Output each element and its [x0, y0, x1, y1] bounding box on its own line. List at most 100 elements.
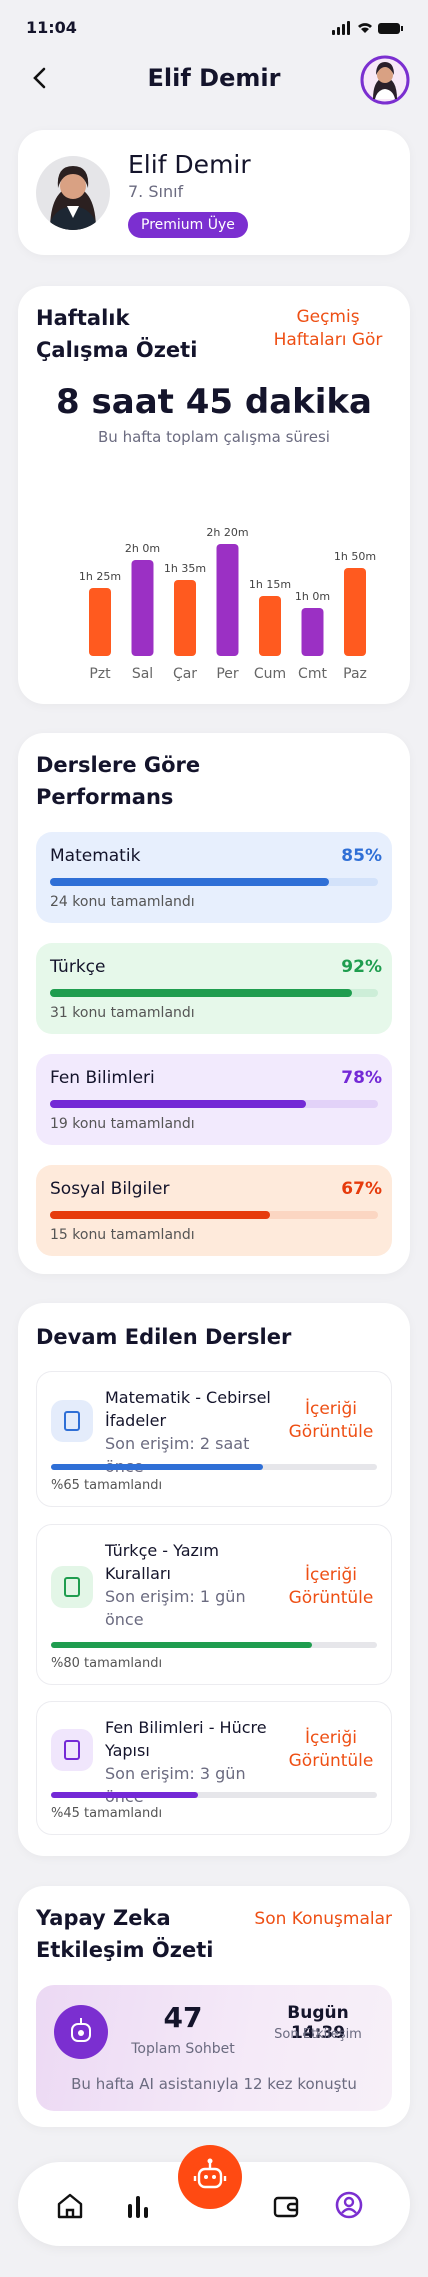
- subject-detail: 31 konu tamamlandı: [50, 1005, 195, 1021]
- lesson-icon: [51, 1566, 93, 1608]
- lesson-box: Matematik - Cebirsel İfadeler Son erişim:…: [36, 1371, 392, 1507]
- subject-name: Sosyal Bilgiler: [50, 1179, 170, 1199]
- profile-grade: 7. Sınıf: [128, 182, 184, 201]
- lesson-box: Fen Bilimleri - Hücre Yapısı Son erişim: …: [36, 1701, 392, 1835]
- lesson-last-access: Son erişim: 3 gün önce: [105, 1764, 246, 1806]
- ai-icon: [54, 2005, 108, 2059]
- bar-label: 1h 25m: [79, 570, 121, 583]
- day-label: Cmt: [298, 666, 327, 682]
- performance-title: Derslere Göre Performans: [36, 753, 201, 809]
- subject-detail: 15 konu tamamlandı: [50, 1227, 195, 1243]
- continuing-title: Devam Edilen Dersler: [36, 1325, 292, 1349]
- lesson-action[interactable]: İçeriği Görüntüle: [288, 1728, 374, 1771]
- progress-bar: [51, 1792, 198, 1798]
- bar: [131, 560, 154, 656]
- weekly-title: Haftalık Çalışma Özeti: [36, 306, 198, 362]
- progress-track: [50, 1100, 378, 1108]
- lesson-icon-bg: [51, 1566, 93, 1608]
- weekly-caption: Bu hafta toplam çalışma süresi: [98, 428, 330, 446]
- nav-stats[interactable]: [124, 2192, 152, 2220]
- bar-label: 2h 20m: [206, 526, 248, 539]
- weekly-chart: 1h 25m Pzt 2h 0m Sal 1h 35m Çar 2h 20m Per 1h 15…: [79, 526, 376, 682]
- bar-label: 1h 0m: [295, 590, 330, 603]
- subject-percent: 92%: [341, 957, 382, 977]
- nav-profile[interactable]: [334, 2190, 364, 2220]
- lesson-icon-bg: [51, 1400, 93, 1442]
- lesson-box: Türkçe - Yazım Kuralları Son erişim: 1 gü…: [36, 1524, 392, 1685]
- subject-name: Türkçe: [50, 957, 106, 977]
- subject-box: Matematik 85% 24 konu tamamlandı: [36, 832, 392, 923]
- header-avatar[interactable]: [360, 55, 410, 105]
- subject-box: Türkçe 92% 31 konu tamamlandı: [36, 943, 392, 1034]
- premium-badge: Premium Üye: [128, 212, 248, 238]
- nav-wallet[interactable]: [272, 2192, 300, 2220]
- lesson-action[interactable]: İçeriği Görüntüle: [288, 1399, 374, 1442]
- bar: [89, 588, 111, 656]
- day-label: Per: [216, 666, 239, 682]
- lesson-icon-glyph: [64, 1411, 80, 1431]
- back-button[interactable]: [30, 66, 50, 90]
- lesson-progress-label: %80 tamamlandı: [51, 1656, 163, 1671]
- nav-ai-button[interactable]: [178, 2145, 242, 2209]
- lesson-progress-label: %45 tamamlandı: [51, 1806, 163, 1821]
- subject-name: Matematik: [50, 846, 141, 866]
- progress-bar: [51, 1642, 312, 1648]
- header-title: Elif Demir: [147, 64, 281, 92]
- bar-label: 1h 35m: [164, 562, 206, 575]
- continuing-card: Devam Edilen Dersler Matematik - Cebirse…: [18, 1303, 410, 1856]
- performance-card: Derslere Göre Performans Matematik 85% 24 …: [18, 733, 410, 1274]
- profile-avatar: [36, 156, 110, 230]
- ai-link[interactable]: Son Konuşmalar: [254, 1909, 392, 1929]
- bar: [301, 608, 324, 656]
- lesson-icon: [51, 1400, 93, 1442]
- progress-bar: [50, 1211, 270, 1219]
- bar: [344, 568, 366, 656]
- ai-last-time: Bugün 14:39: [287, 2003, 349, 2043]
- bar: [174, 580, 196, 656]
- nav-home[interactable]: [56, 2192, 84, 2220]
- profile-name: Elif Demir: [128, 150, 251, 179]
- lesson-last-access: Son erişim: 1 gün önce: [105, 1587, 246, 1629]
- lesson-action[interactable]: İçeriği Görüntüle: [288, 1565, 374, 1608]
- ai-summary-box: 47 Toplam Sohbet Bugün 14:39 Son Etkileş…: [36, 1985, 392, 2111]
- subject-detail: 19 konu tamamlandı: [50, 1116, 195, 1132]
- lesson-icon-bg: [51, 1729, 93, 1771]
- lesson-title: Türkçe - Yazım Kuralları: [105, 1541, 219, 1583]
- weekly-card: Haftalık Çalışma Özeti Geçmiş Haftaları …: [18, 286, 410, 704]
- progress-track: [51, 1642, 377, 1648]
- ai-title: Yapay Zeka Etkileşim Özeti: [36, 1906, 214, 1962]
- progress-track: [50, 878, 378, 886]
- weekly-history-link[interactable]: Geçmiş Haftaları Gör: [273, 307, 383, 350]
- day-label: Paz: [343, 666, 367, 682]
- progress-bar: [50, 1100, 306, 1108]
- bar-label: 1h 50m: [334, 550, 376, 563]
- lesson-icon-glyph: [64, 1740, 80, 1760]
- ai-count-label: Toplam Sohbet: [131, 2041, 235, 2057]
- lesson-progress-label: %65 tamamlandı: [51, 1478, 163, 1493]
- ai-last-label: Son Etkileşim: [274, 2027, 362, 2042]
- ai-card: Yapay Zeka Etkileşim Özeti Son Konuşmala…: [18, 1886, 410, 2127]
- lesson-title: Matematik - Cebirsel İfadeler: [105, 1388, 271, 1430]
- day-label: Cum: [254, 666, 286, 682]
- ai-count: 47: [163, 2001, 203, 2034]
- progress-track: [50, 989, 378, 997]
- progress-bar: [51, 1464, 263, 1470]
- day-label: Çar: [173, 666, 197, 682]
- ai-summary: Bu hafta AI asistanıyla 12 kez konuştu: [71, 2075, 357, 2093]
- subject-box: Sosyal Bilgiler 67% 15 konu tamamlandı: [36, 1165, 392, 1256]
- progress-track: [50, 1211, 378, 1219]
- day-label: Pzt: [89, 666, 111, 682]
- lesson-icon: [51, 1729, 93, 1771]
- progress-bar: [50, 989, 352, 997]
- subject-box: Fen Bilimleri 78% 19 konu tamamlandı: [36, 1054, 392, 1145]
- lesson-icon-glyph: [64, 1577, 80, 1597]
- subject-percent: 67%: [341, 1179, 382, 1199]
- progress-track: [51, 1464, 377, 1470]
- subject-detail: 24 konu tamamlandı: [50, 894, 195, 910]
- bar-label: 1h 15m: [249, 578, 291, 591]
- bar: [216, 544, 239, 656]
- lesson-last-access: Son erişim: 2 saat önce: [105, 1434, 250, 1476]
- lesson-title: Fen Bilimleri - Hücre Yapısı: [105, 1718, 267, 1760]
- subject-percent: 85%: [341, 846, 382, 866]
